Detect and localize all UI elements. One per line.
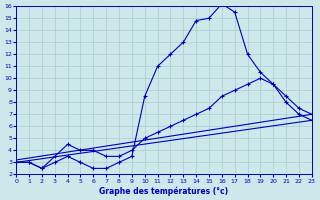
X-axis label: Graphe des températures (°c): Graphe des températures (°c) — [100, 186, 228, 196]
